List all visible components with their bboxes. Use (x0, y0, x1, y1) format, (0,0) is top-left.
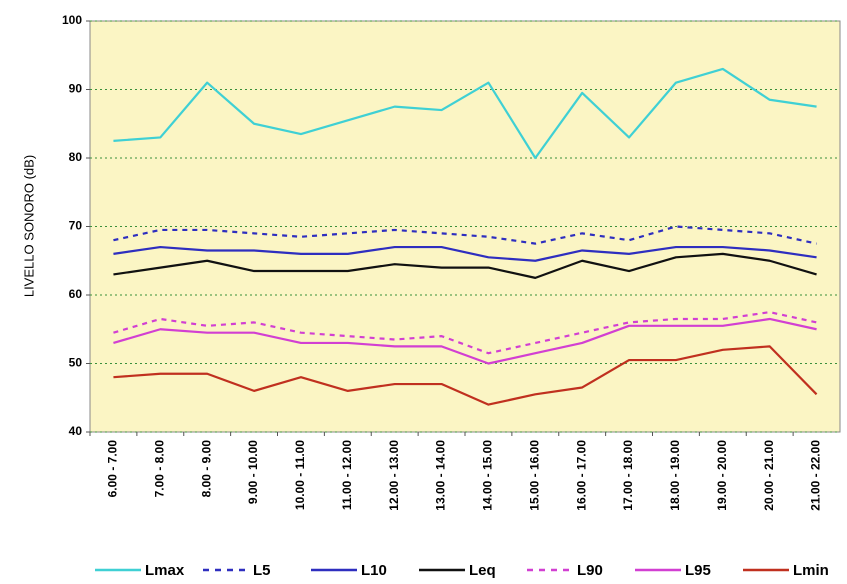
legend-label: Leq (469, 562, 496, 579)
y-tick-label: 80 (69, 150, 83, 164)
legend-label: L10 (361, 562, 387, 579)
y-tick-label: 60 (69, 287, 83, 301)
y-tick-label: 100 (62, 13, 82, 27)
x-tick-label: 20.00 - 21.00 (762, 440, 776, 511)
series-line (113, 252, 817, 279)
x-tick-label: 7.00 - 8.00 (152, 440, 166, 498)
x-tick-label: 21.00 - 22.00 (809, 440, 823, 511)
series-line (113, 345, 818, 406)
series-line (113, 245, 817, 262)
x-tick-label: 13.00 - 14.00 (434, 440, 448, 511)
legend-label: L95 (685, 562, 711, 579)
x-tick-label: 18.00 - 19.00 (668, 440, 682, 511)
y-tick-label: 90 (69, 82, 83, 96)
y-tick-label: 70 (69, 219, 83, 233)
x-tick-label: 17.00 - 18.00 (621, 440, 635, 511)
y-tick-label: 50 (69, 356, 83, 370)
legend-label: Lmin (793, 562, 829, 579)
series-line (113, 67, 817, 160)
x-tick-label: 14.00 - 15.00 (481, 440, 495, 511)
x-tick-label: 10.00 - 11.00 (293, 440, 307, 510)
x-tick-label: 9.00 - 10.00 (246, 440, 260, 504)
x-tick-label: 8.00 - 9.00 (199, 440, 213, 498)
x-tick-label: 19.00 - 20.00 (715, 440, 729, 511)
legend-label: L5 (253, 562, 271, 579)
series-line (113, 225, 817, 245)
x-tick-label: 6.00 - 7.00 (106, 440, 120, 498)
legend-label: L90 (577, 562, 603, 579)
x-tick-label: 16.00 - 17.00 (574, 440, 588, 511)
y-tick-label: 40 (69, 424, 83, 438)
y-axis-label: LIVELLO SONORO (dB) (21, 155, 36, 297)
legend-label: Lmax (145, 562, 185, 579)
x-tick-label: 12.00 - 13.00 (387, 440, 401, 511)
series-line (113, 317, 817, 365)
x-tick-label: 11.00 - 12.00 (340, 440, 354, 510)
x-tick-label: 15.00 - 16.00 (527, 440, 541, 511)
